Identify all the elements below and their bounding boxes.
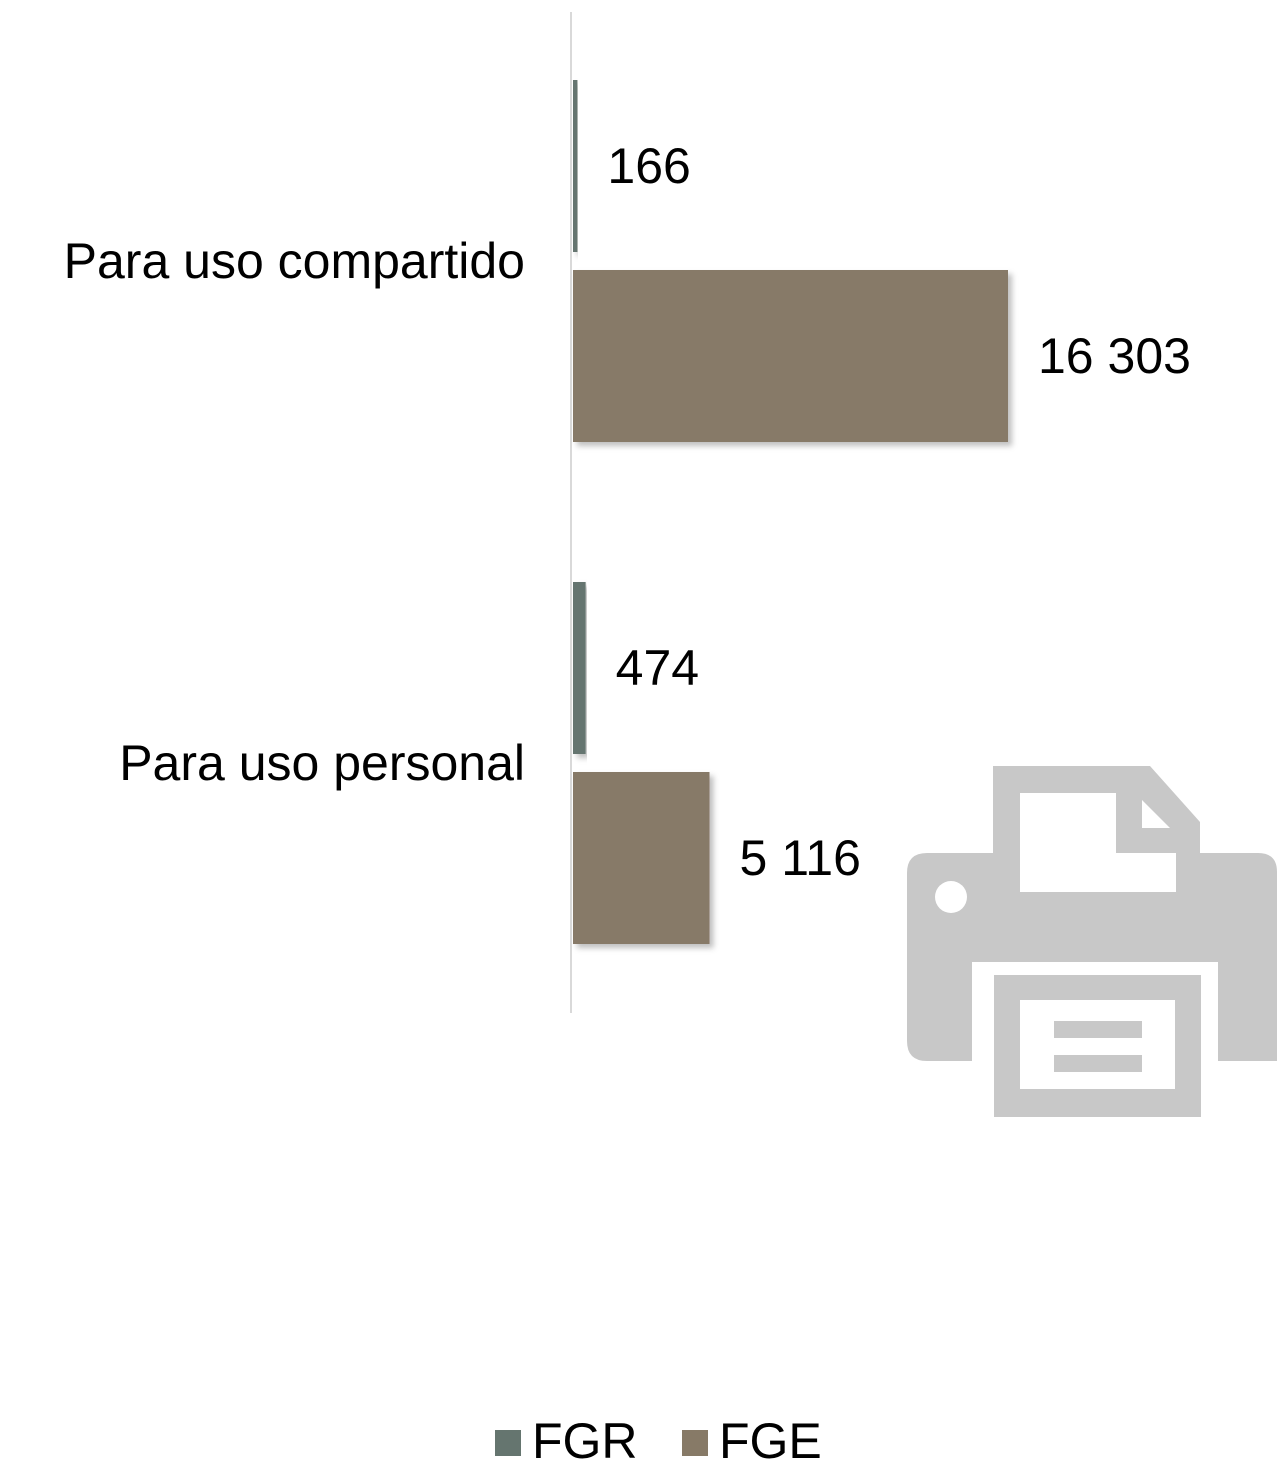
category-label-personal-use: Para uso personal xyxy=(119,735,525,791)
data-label-fge-personal-use: 5 116 xyxy=(740,830,861,886)
legend-swatch-fgr xyxy=(495,1430,521,1456)
legend-swatch-fge xyxy=(682,1430,708,1456)
data-label-fgr-personal-use: 474 xyxy=(616,640,699,696)
bar-fgr-personal-use xyxy=(573,582,586,754)
legend-label-fgr: FGR xyxy=(532,1413,638,1467)
category-label-shared-use: Para uso compartido xyxy=(64,233,525,289)
bar-fgr-shared-use xyxy=(573,80,578,252)
bar-fge-shared-use xyxy=(573,270,1008,442)
bar-fge-personal-use xyxy=(573,772,710,944)
data-label-fgr-shared-use: 166 xyxy=(607,138,690,194)
printer-icon xyxy=(907,766,1277,1117)
legend: FGR FGE xyxy=(495,1413,822,1467)
data-label-fge-shared-use: 16 303 xyxy=(1038,328,1191,384)
legend-label-fge: FGE xyxy=(719,1413,822,1467)
